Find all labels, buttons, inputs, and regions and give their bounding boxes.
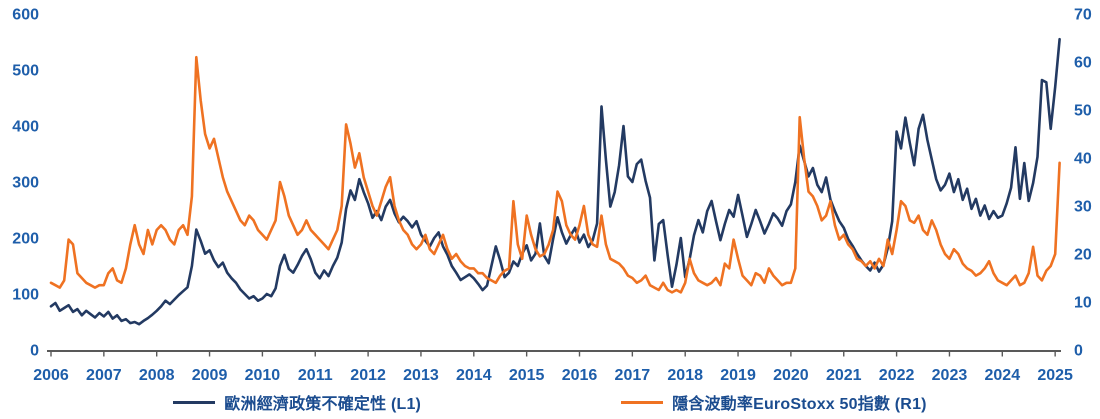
right-axis-tick-label: 60: [1074, 55, 1092, 72]
x-axis-tick-label: 2014: [456, 367, 492, 384]
x-axis-tick-label: 2022: [879, 367, 915, 384]
x-axis-tick-label: 2016: [562, 367, 598, 384]
v2x-legend-label: 隱含波動率EuroStoxx 50指數 (R1): [672, 396, 927, 413]
x-axis-tick-label: 2010: [245, 367, 281, 384]
right-axis-tick-label: 70: [1074, 7, 1092, 24]
right-axis-tick-label: 10: [1074, 295, 1092, 312]
x-axis-tick-label: 2006: [33, 367, 69, 384]
plot-area: 2006 2007 2008 2009 2010 2011 2012 2013 2014 2015…: [12, 7, 1092, 385]
x-axis-tick-label: 2007: [86, 367, 122, 384]
x-axis-tick-label: 2024: [985, 367, 1021, 384]
left-axis-tick-label: 0: [30, 343, 39, 360]
left-axis-tick-label: 300: [12, 175, 39, 192]
epu-series-line: [49, 37, 1061, 326]
x-axis-tick-label: 2013: [403, 367, 439, 384]
left-axis-tick-label: 500: [12, 63, 39, 80]
x-axis-tick-label: 2015: [509, 367, 545, 384]
right-axis-tick-label: 30: [1074, 199, 1092, 216]
x-axis-tick-label: 2017: [615, 367, 651, 384]
legend-item-v2x: 隱含波動率EuroStoxx 50指數 (R1): [621, 390, 927, 414]
epu-legend-label: 歐洲經濟政策不確定性 (L1): [224, 396, 422, 413]
x-axis-tick-label: 2020: [773, 367, 809, 384]
x-axis-tick-label: 2011: [298, 367, 333, 384]
x-axis-tick-label: 2025: [1037, 367, 1073, 384]
legend-item-epu: 歐洲經濟政策不確定性 (L1): [173, 390, 421, 414]
v2x-line-swatch: [621, 400, 664, 404]
left-axis-tick-label: 200: [12, 231, 39, 248]
left-axis-tick-label: 100: [12, 287, 39, 304]
x-axis-tick-label: 2023: [932, 367, 968, 384]
x-axis-tick-label: 2012: [350, 367, 386, 384]
x-axis-tick-label: 2008: [139, 367, 175, 384]
x-axis-tick-label: 2021: [826, 367, 862, 384]
legend: 歐洲經濟政策不確定性 (L1) 隱含波動率EuroStoxx 50指數 (R1): [0, 386, 1100, 418]
epu-line-swatch: [173, 400, 216, 404]
x-axis-tick-label: 2018: [667, 367, 703, 384]
right-axis-tick-label: 50: [1074, 103, 1092, 120]
v2x-series-line: [49, 55, 1061, 294]
x-axis-tick-label: 2009: [192, 367, 228, 384]
right-axis-tick-label: 0: [1074, 343, 1083, 360]
right-axis-tick-label: 40: [1074, 151, 1092, 168]
left-axis-tick-label: 600: [12, 7, 39, 24]
x-axis-tick-label: 2019: [720, 367, 756, 384]
right-axis-tick-label: 20: [1074, 247, 1092, 264]
left-axis-tick-label: 400: [12, 119, 39, 136]
